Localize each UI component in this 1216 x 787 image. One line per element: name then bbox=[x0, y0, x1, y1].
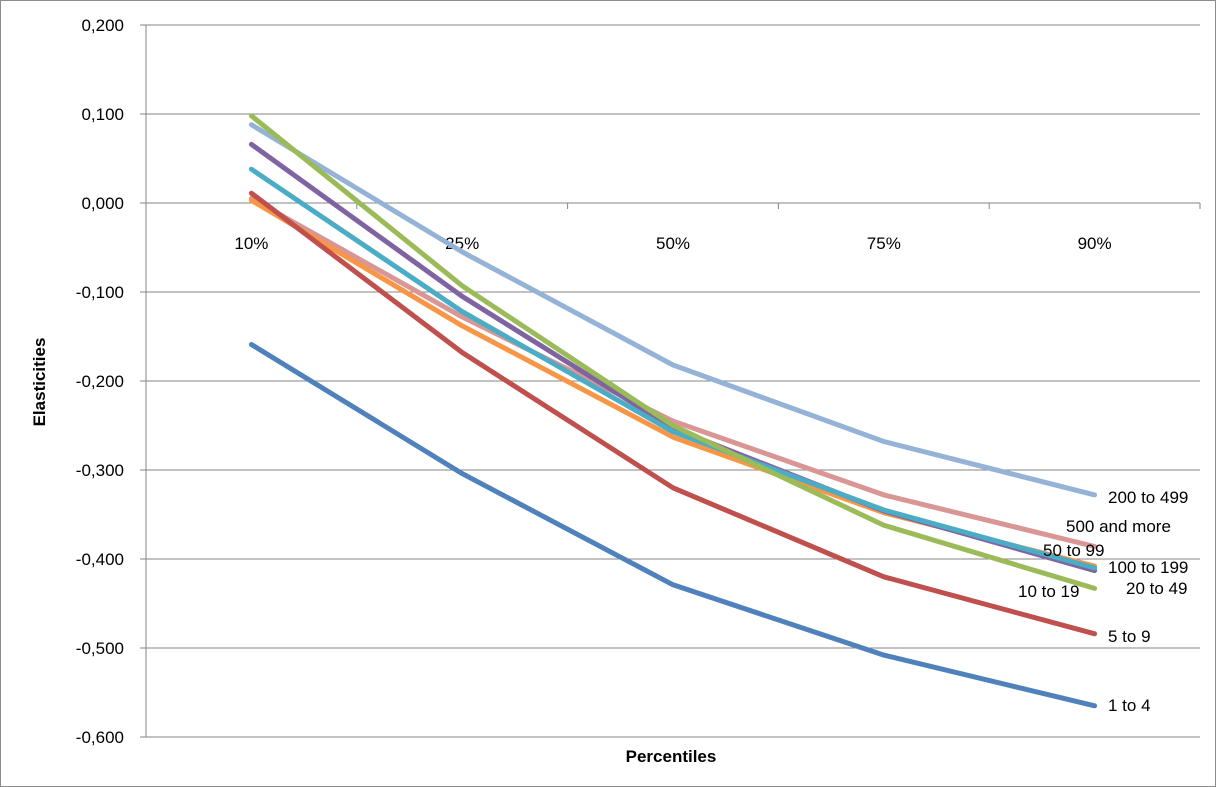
series-lines bbox=[248, 113, 1098, 709]
series-label: 10 to 19 bbox=[1018, 582, 1079, 601]
series-label: 1 to 4 bbox=[1108, 696, 1151, 715]
x-tick-label: 75% bbox=[867, 234, 901, 253]
axes bbox=[140, 24, 1201, 738]
y-tick-label: 0,100 bbox=[81, 105, 124, 124]
series-label: 100 to 199 bbox=[1108, 558, 1188, 577]
series-line bbox=[248, 113, 1098, 591]
series-label: 20 to 49 bbox=[1126, 579, 1187, 598]
y-tick-label: -0,400 bbox=[76, 550, 124, 569]
y-tick-label: 0,200 bbox=[81, 16, 124, 35]
series-line bbox=[248, 342, 1098, 709]
x-axis-title: Percentiles bbox=[626, 747, 717, 766]
series-line bbox=[248, 122, 1098, 498]
y-tick-label: 0,000 bbox=[81, 194, 124, 213]
series-label: 200 to 499 bbox=[1108, 488, 1188, 507]
y-tick-labels: 0,200 0,100 0,000 -0,100 -0,200 -0,300 -0,400 -… bbox=[76, 16, 124, 747]
y-tick-label: -0,600 bbox=[76, 728, 124, 747]
series-line bbox=[248, 196, 1098, 549]
x-tick-labels: 10% 25% 50% 75% 90% bbox=[234, 234, 1111, 253]
x-tick-label: 90% bbox=[1078, 234, 1112, 253]
y-tick-label: -0,300 bbox=[76, 461, 124, 480]
series-label: 50 to 99 bbox=[1043, 541, 1104, 560]
y-tick-label: -0,500 bbox=[76, 639, 124, 658]
series-label: 5 to 9 bbox=[1108, 627, 1151, 646]
y-axis-title: Elasticities bbox=[30, 338, 49, 427]
series-line bbox=[248, 166, 1098, 571]
series-line bbox=[248, 190, 1098, 637]
x-tick-label: 10% bbox=[234, 234, 268, 253]
x-tick-label: 50% bbox=[656, 234, 690, 253]
y-tick-label: -0,200 bbox=[76, 372, 124, 391]
series-line bbox=[248, 141, 1098, 574]
y-tick-label: -0,100 bbox=[76, 283, 124, 302]
gridlines bbox=[146, 24, 1200, 738]
series-label: 500 and more bbox=[1066, 517, 1171, 536]
